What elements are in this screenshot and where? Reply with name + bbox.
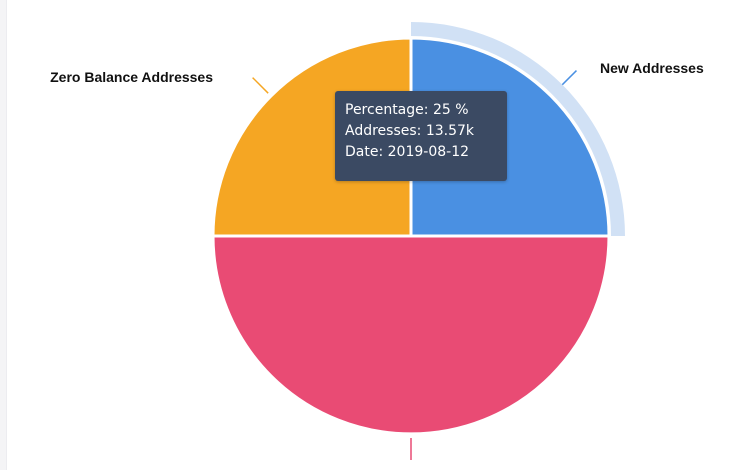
slice-label-new-addresses: New Addresses xyxy=(600,60,704,76)
left-panel-edge xyxy=(0,0,7,470)
tooltip-percentage-label: Percentage: xyxy=(345,102,429,118)
tooltip-date-row: Date: 2019-08-12 xyxy=(345,142,497,163)
pie-slice-new-addresses[interactable] xyxy=(409,36,611,238)
tooltip-addresses-label: Addresses: xyxy=(345,123,422,139)
tooltip-date-label: Date: xyxy=(345,144,384,160)
tooltip-percentage-row: Percentage: 25 % xyxy=(345,100,497,121)
pie-slice-segment-1[interactable] xyxy=(211,234,611,436)
tooltip-addresses-row: Addresses: 13.57k xyxy=(345,121,497,142)
slice-connector-new-addresses xyxy=(561,70,577,86)
pie-slice-zero-balance-addresses[interactable] xyxy=(211,36,413,238)
pie-slice-hover-halo xyxy=(411,22,625,236)
tooltip-date-value: 2019-08-12 xyxy=(387,144,470,160)
tooltip-addresses-value: 13.57k xyxy=(425,123,475,139)
slice-connector-zero-balance-addresses xyxy=(252,77,269,94)
slice-label-zero-balance-addresses: Zero Balance Addresses xyxy=(50,69,213,85)
tooltip-percentage-value: 25 % xyxy=(432,102,469,118)
chart-tooltip: Percentage: 25 % Addresses: 13.57k Date:… xyxy=(335,91,507,181)
